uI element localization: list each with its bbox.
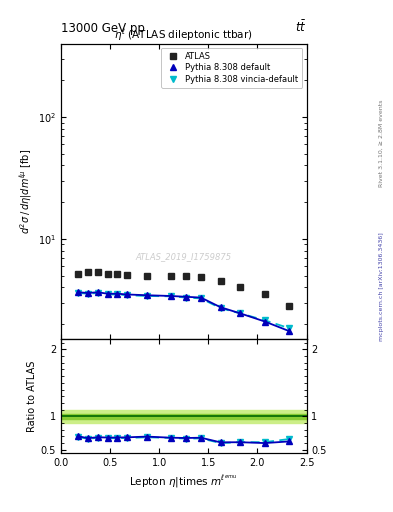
ATLAS (76, 270, 81, 276)
Pythia 8.308 default (169, 293, 174, 299)
Pythia 8.308 vincia-default (238, 310, 242, 316)
Pythia 8.308 vincia-default (218, 305, 223, 311)
Pythia 8.308 default (86, 290, 90, 296)
Pythia 8.308 default (287, 328, 292, 334)
ATLAS (86, 269, 90, 275)
ATLAS (198, 274, 203, 280)
ATLAS (184, 273, 189, 279)
Pythia 8.308 default (198, 294, 203, 301)
ATLAS (115, 270, 120, 276)
Line: ATLAS: ATLAS (75, 268, 293, 310)
Pythia 8.308 vincia-default (76, 290, 81, 296)
Pythia 8.308 default (218, 304, 223, 310)
Pythia 8.308 vincia-default (198, 295, 203, 302)
Pythia 8.308 vincia-default (169, 293, 174, 300)
ATLAS (169, 272, 174, 279)
Pythia 8.308 vincia-default (105, 291, 110, 297)
Pythia 8.308 default (105, 291, 110, 297)
Pythia 8.308 vincia-default (95, 290, 100, 296)
ATLAS (105, 270, 110, 276)
Pythia 8.308 default (115, 291, 120, 297)
Title: $\eta^\ell$ (ATLAS dileptonic ttbar): $\eta^\ell$ (ATLAS dileptonic ttbar) (114, 28, 253, 44)
Pythia 8.308 vincia-default (145, 293, 149, 299)
ATLAS (287, 303, 292, 309)
ATLAS (125, 271, 130, 278)
Pythia 8.308 vincia-default (125, 292, 130, 298)
Y-axis label: $d^2\sigma\,/\,d\eta|dm^{\ell\mu}$ [fb]: $d^2\sigma\,/\,d\eta|dm^{\ell\mu}$ [fb] (18, 149, 34, 234)
Pythia 8.308 vincia-default (115, 291, 120, 297)
Pythia 8.308 default (184, 294, 189, 300)
Bar (61, 414, 307, 419)
Pythia 8.308 default (125, 291, 130, 297)
Legend: ATLAS, Pythia 8.308 default, Pythia 8.308 vincia-default: ATLAS, Pythia 8.308 default, Pythia 8.30… (161, 48, 302, 88)
ATLAS (145, 273, 149, 279)
Text: ATLAS_2019_I1759875: ATLAS_2019_I1759875 (136, 252, 232, 261)
Pythia 8.308 default (238, 310, 242, 316)
Pythia 8.308 default (76, 289, 81, 295)
Pythia 8.308 vincia-default (287, 325, 292, 331)
ATLAS (238, 284, 242, 290)
Pythia 8.308 vincia-default (184, 294, 189, 301)
Text: Rivet 3.1.10, ≥ 2.8M events: Rivet 3.1.10, ≥ 2.8M events (379, 100, 384, 187)
Line: Pythia 8.308 default: Pythia 8.308 default (75, 289, 292, 334)
ATLAS (263, 291, 267, 297)
Pythia 8.308 vincia-default (86, 291, 90, 297)
Text: 13000 GeV pp: 13000 GeV pp (61, 22, 145, 35)
Pythia 8.308 default (263, 318, 267, 325)
Text: $t\bar{t}$: $t\bar{t}$ (295, 19, 307, 35)
Pythia 8.308 vincia-default (263, 317, 267, 324)
Text: mcplots.cern.ch [arXiv:1306.3436]: mcplots.cern.ch [arXiv:1306.3436] (379, 232, 384, 341)
Pythia 8.308 default (95, 289, 100, 295)
ATLAS (95, 269, 100, 275)
Bar (61, 410, 307, 423)
ATLAS (218, 278, 223, 284)
Line: Pythia 8.308 vincia-default: Pythia 8.308 vincia-default (75, 290, 292, 331)
Pythia 8.308 default (145, 292, 149, 298)
Y-axis label: Ratio to ATLAS: Ratio to ATLAS (26, 360, 37, 432)
X-axis label: Lepton $\eta$|times $m^{\ell^{emu}}$: Lepton $\eta$|times $m^{\ell^{emu}}$ (129, 474, 238, 490)
